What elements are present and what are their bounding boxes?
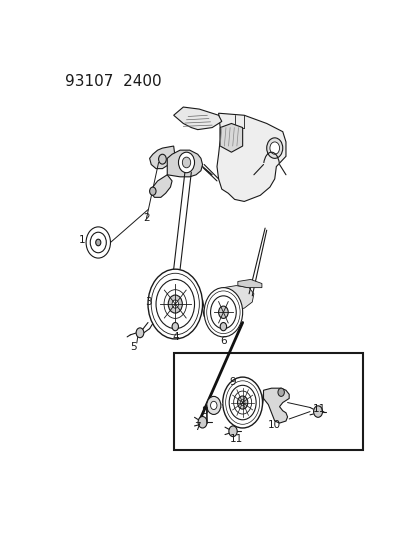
Circle shape [206, 397, 220, 415]
Circle shape [313, 406, 322, 417]
Text: 5: 5 [130, 342, 137, 352]
Circle shape [149, 187, 156, 195]
Polygon shape [216, 113, 285, 201]
Circle shape [228, 426, 237, 437]
Polygon shape [220, 124, 242, 152]
Circle shape [158, 154, 166, 164]
Circle shape [269, 142, 279, 154]
Text: 3: 3 [144, 297, 151, 307]
Circle shape [237, 396, 247, 409]
Circle shape [136, 328, 143, 338]
Circle shape [218, 306, 228, 318]
Text: 4: 4 [171, 332, 178, 342]
Circle shape [148, 269, 202, 339]
Bar [173, 353, 362, 450]
Polygon shape [263, 388, 288, 423]
Text: 9: 9 [229, 377, 236, 387]
Polygon shape [220, 286, 253, 310]
Circle shape [172, 322, 178, 330]
Circle shape [204, 288, 242, 337]
Circle shape [220, 322, 226, 330]
Circle shape [95, 239, 101, 246]
Polygon shape [237, 279, 261, 288]
Polygon shape [173, 107, 221, 130]
Text: 7: 7 [194, 422, 201, 432]
Polygon shape [149, 146, 175, 168]
Circle shape [178, 152, 194, 173]
Circle shape [266, 138, 282, 158]
Circle shape [168, 295, 182, 313]
Circle shape [172, 300, 178, 308]
Text: 1: 1 [79, 235, 85, 245]
Text: 6: 6 [220, 336, 226, 346]
Circle shape [222, 377, 262, 428]
Circle shape [210, 401, 216, 409]
Text: 10: 10 [268, 420, 280, 430]
Text: 11: 11 [312, 403, 325, 414]
Circle shape [240, 400, 244, 406]
Circle shape [197, 416, 206, 428]
Circle shape [86, 227, 110, 258]
Text: 93107  2400: 93107 2400 [64, 74, 161, 89]
Polygon shape [167, 150, 202, 177]
Circle shape [182, 157, 190, 168]
Text: 11: 11 [229, 434, 242, 445]
Text: 8: 8 [200, 406, 207, 416]
Text: 2: 2 [143, 213, 150, 223]
Polygon shape [151, 175, 172, 197]
Circle shape [277, 388, 284, 397]
